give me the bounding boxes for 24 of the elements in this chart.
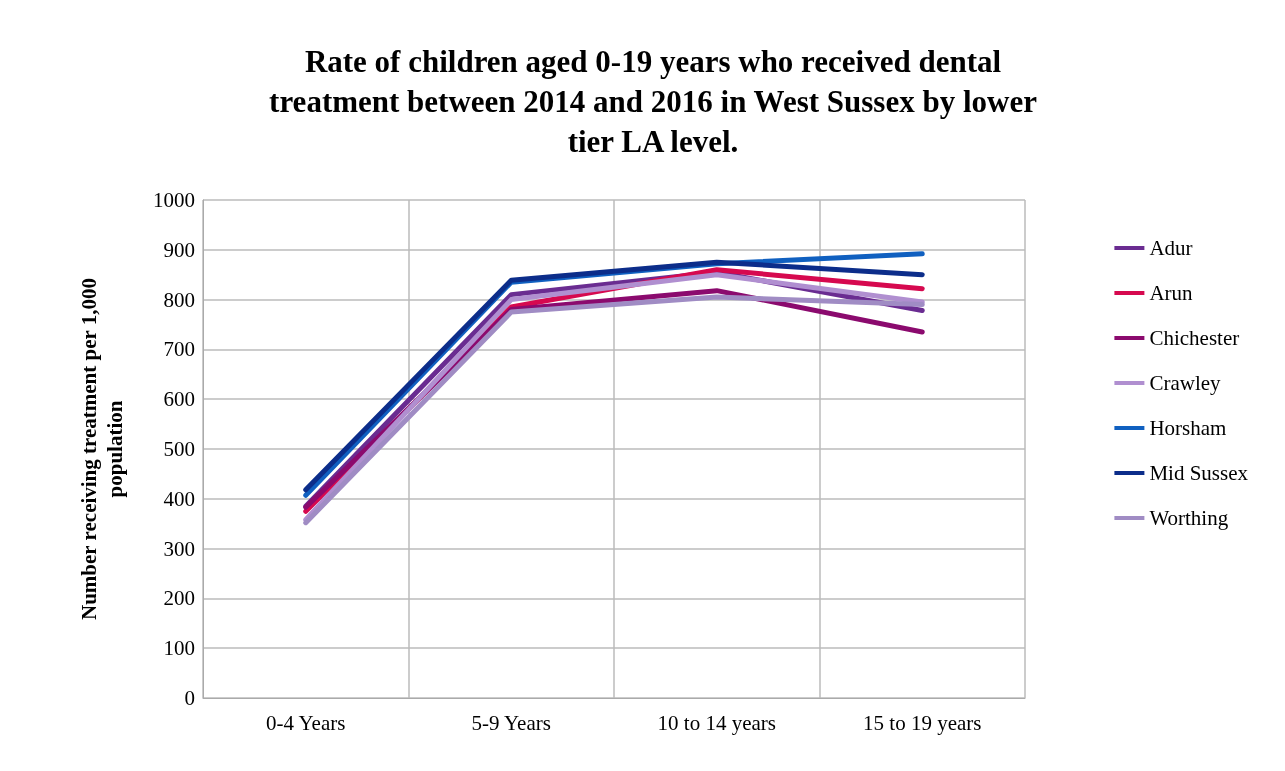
y-tick-label: 600 [163,387,195,412]
legend-label: Worthing [1149,506,1229,530]
y-tick-label: 200 [163,586,195,611]
x-tick-label: 5-9 Years [471,710,551,735]
y-tick-label: 700 [163,337,195,362]
y-tick-label: 800 [163,287,195,312]
y-tick-label: 300 [163,536,195,561]
legend-label: Horsham [1149,416,1227,440]
y-tick-label: 400 [163,486,195,511]
legend-label: Arun [1149,281,1194,305]
x-tick-label: 0-4 Years [266,710,346,735]
chart-title: Rate of children aged 0-19 years who received dental treatment between 2014 and 2016 in West Sussex by lower tier LA level. [269,43,1038,159]
y-axis-title: Number receiving treatment per 1,000 population [77,278,127,620]
legend-label: Chichester [1149,326,1240,350]
legend-label: Crawley [1149,371,1222,395]
legend-label: Adur [1149,236,1193,260]
y-tick-label: 1000 [153,188,195,212]
y-tick-label: 100 [163,636,195,661]
legend-label: Mid Sussex [1149,461,1249,485]
y-tick-label: 500 [163,437,195,461]
y-tick-label: 0 [184,686,195,710]
x-tick-label: 15 to 19 years [863,710,982,735]
y-tick-label: 900 [163,237,195,262]
x-tick-label: 10 to 14 years [657,710,776,735]
